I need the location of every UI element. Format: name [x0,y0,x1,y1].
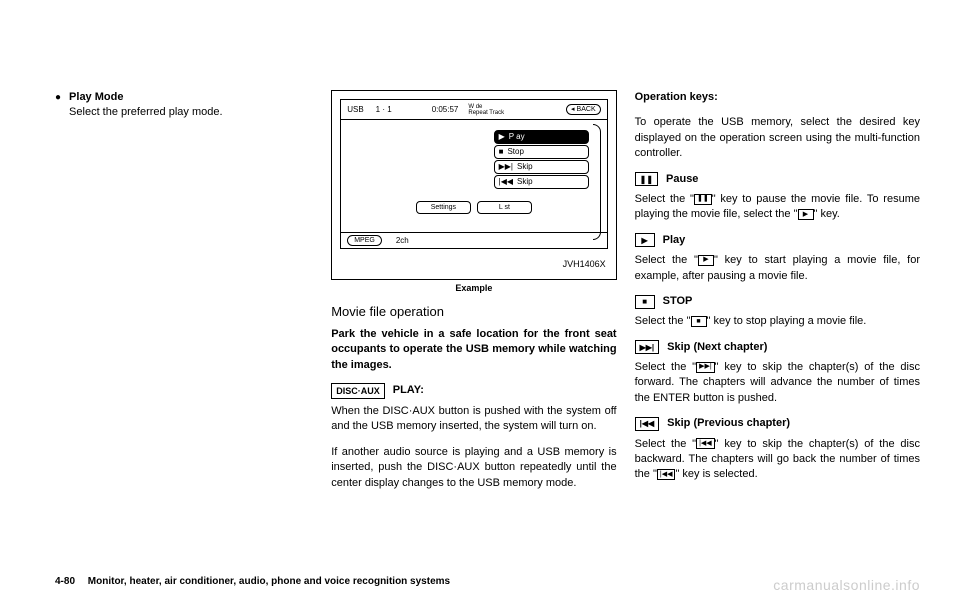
screen-figure: USB 1 · 1 0:05:57 W de Repeat Track ◂ BA… [331,90,616,280]
screen-inner: USB 1 · 1 0:05:57 W de Repeat Track ◂ BA… [340,99,607,249]
back-arrow-icon: ◂ [571,105,575,115]
menu-skip-next: ▶▶| Skip [494,160,589,174]
disc-aux-icon: DISC·AUX [331,383,385,399]
screen-footer: MPEG 2ch [341,232,606,248]
usb-label: USB [347,104,363,115]
play-mode-text: Select the preferred play mode. [69,105,222,120]
skip-next-inline-icon: ▶▶| [696,362,715,373]
play-inline-icon-2: ▶ [698,255,714,266]
skip-prev-icon: |◀◀ [499,176,513,187]
stop-label: STOP [663,294,693,309]
play-paragraph-2: If another audio source is playing and a… [331,445,616,491]
pause-inline-icon: ❚❚ [694,194,712,205]
repeat-mode: W de Repeat Track [468,104,504,116]
figure-code: JVH1406X [563,258,606,271]
skip-prev-icon-box: |◀◀ [635,417,660,431]
play-text: Select the "▶" key to start playing a mo… [635,253,920,284]
track-number: 1 · 1 [376,104,392,115]
skip-prev-heading: |◀◀ Skip (Previous chapter) [635,416,920,431]
park-warning: Park the vehicle in a safe location for … [331,327,616,373]
operation-keys-intro: To operate the USB memory, select the de… [635,115,920,161]
watermark: carmanualsonline.info [773,576,920,596]
menu-stop: ■ Stop [494,145,589,159]
bottom-pills: Settings L st [416,201,532,214]
play-key-heading: DISC·AUX PLAY: [331,383,616,399]
play-inline-icon: ▶ [798,209,814,220]
play-paragraph-1: When the DISC·AUX button is pushed with … [331,404,616,435]
bullet-icon: ● [55,90,61,121]
time-display: 0:05:57 [432,104,459,115]
stop-heading: ■ STOP [635,294,920,309]
bullet-item: ● Play Mode Select the preferred play mo… [55,90,313,121]
back-button: ◂ BACK [566,104,601,116]
skip-next-label: Skip (Next chapter) [667,340,767,355]
column-1: ● Play Mode Select the preferred play mo… [55,90,313,501]
skip-next-heading: ▶▶| Skip (Next chapter) [635,340,920,355]
stop-icon: ■ [499,146,504,157]
play-key-label: PLAY: [393,383,424,398]
screen-header: USB 1 · 1 0:05:57 W de Repeat Track ◂ BA… [341,100,606,120]
list-pill: L st [477,201,532,214]
pause-text: Select the "❚❚" key to pause the movie f… [635,192,920,223]
column-3: Operation keys: To operate the USB memor… [635,90,920,501]
page-footer: 4-80 Monitor, heater, air conditioner, a… [55,575,450,589]
operation-keys-heading: Operation keys: [635,90,920,105]
skip-next-icon: ▶▶| [499,161,513,172]
skip-prev-inline-icon-2: |◀◀ [657,469,676,480]
movie-file-subhead: Movie file operation [331,303,616,321]
column-2: USB 1 · 1 0:05:57 W de Repeat Track ◂ BA… [331,90,616,501]
play-mode-label: Play Mode [69,90,222,105]
pause-icon: ❚❚ [635,172,658,186]
skip-next-text: Select the "▶▶|" key to skip the chapter… [635,360,920,406]
pause-label: Pause [666,172,698,187]
menu-play: ▶ P ay [494,130,589,144]
manual-page: ● Play Mode Select the preferred play mo… [0,0,960,531]
screen-menu: ▶ P ay ■ Stop ▶▶| Skip |◀◀ Skip [494,130,589,189]
play-icon: ▶ [499,131,505,142]
play-icon-box: ▶ [635,233,655,247]
skip-prev-text: Select the "|◀◀" key to skip the chapter… [635,437,920,483]
stop-icon-box: ■ [635,295,655,309]
channels-label: 2ch [396,235,409,246]
scroll-arc [593,124,601,240]
stop-text: Select the "■" key to stop playing a mov… [635,314,920,329]
skip-next-icon-box: ▶▶| [635,340,660,354]
play-label: Play [663,233,686,248]
bullet-content: Play Mode Select the preferred play mode… [69,90,222,121]
settings-pill: Settings [416,201,471,214]
page-number: 4-80 [55,576,75,587]
skip-prev-inline-icon: |◀◀ [696,438,715,449]
pause-heading: ❚❚ Pause [635,172,920,187]
play-heading: ▶ Play [635,233,920,248]
mpeg-pill: MPEG [347,235,382,247]
menu-skip-prev: |◀◀ Skip [494,175,589,189]
section-title: Monitor, heater, air conditioner, audio,… [88,576,450,587]
stop-inline-icon: ■ [691,316,707,327]
figure-caption: Example [331,282,616,295]
skip-prev-label: Skip (Previous chapter) [667,416,790,431]
